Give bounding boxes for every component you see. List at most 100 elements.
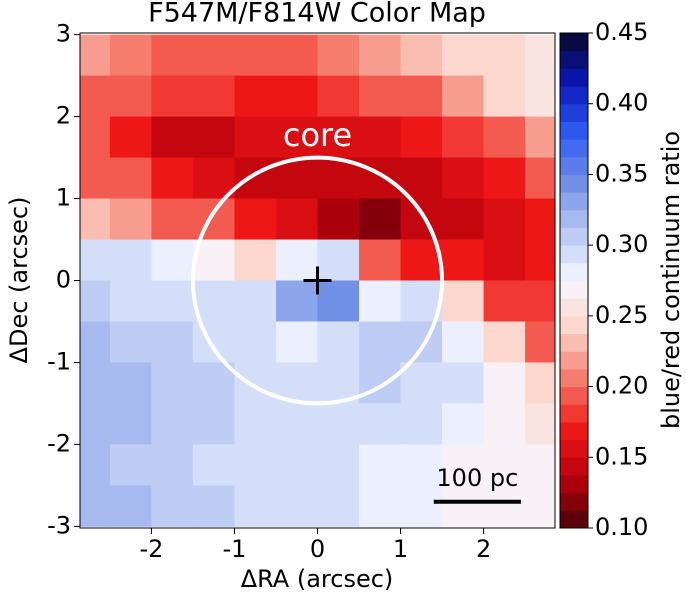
- heatmap-cell: [317, 239, 360, 281]
- heatmap-cell: [400, 198, 443, 241]
- heatmap-cell: [525, 34, 555, 77]
- y-axis-label: ΔDec (arcsec): [5, 197, 33, 364]
- colorbar-band: [560, 86, 588, 105]
- heatmap-cell: [275, 280, 318, 322]
- colorbar-band: [560, 368, 588, 388]
- colorbar-label: blue/red continuum ratio: [657, 131, 685, 429]
- heatmap-cell: [483, 75, 526, 118]
- heatmap-cell: [275, 403, 318, 445]
- heatmap-cell: [275, 75, 318, 118]
- heatmap-cell: [80, 280, 111, 322]
- x-tick-label: -2: [139, 535, 163, 563]
- x-tick-label: 1: [393, 535, 408, 563]
- colorbar-band: [560, 50, 588, 69]
- colorbar-band: [560, 227, 588, 246]
- heatmap-cell: [80, 239, 111, 281]
- heatmap-cell: [359, 239, 402, 281]
- heatmap-cell: [525, 485, 555, 527]
- y-tick-label: -3: [47, 511, 71, 539]
- heatmap-cell: [525, 444, 555, 486]
- heatmap-cell: [109, 34, 152, 77]
- heatmap-cell: [109, 75, 152, 118]
- heatmap-cell: [359, 362, 402, 404]
- chart-title: F547M/F814W Color Map: [148, 0, 486, 29]
- heatmap: [80, 34, 555, 527]
- heatmap-cell: [275, 444, 318, 486]
- heatmap-cell: [109, 485, 152, 527]
- colorbar-band: [560, 209, 588, 228]
- colorbar-tick-label: 0.10: [595, 513, 648, 541]
- heatmap-cell: [151, 34, 194, 77]
- heatmap-cell: [80, 485, 111, 527]
- colorbar-band: [560, 457, 588, 476]
- colorbar-band: [560, 280, 588, 299]
- heatmap-cell: [400, 116, 443, 159]
- heatmap-cell: [525, 403, 555, 445]
- heatmap-cell: [192, 34, 235, 77]
- core-circle: [190, 155, 445, 406]
- heatmap-cell: [151, 157, 194, 200]
- colorbar-tick-label: 0.35: [595, 159, 648, 187]
- heatmap-cell: [442, 239, 485, 281]
- heatmap-cell: [234, 485, 277, 527]
- heatmap-cell: [109, 198, 152, 241]
- heatmap-cell: [359, 34, 402, 77]
- heatmap-cell: [525, 321, 555, 363]
- heatmap-cell: [151, 485, 194, 527]
- heatmap-cell: [400, 34, 443, 77]
- heatmap-cell: [234, 362, 277, 404]
- heatmap-cell: [192, 485, 235, 527]
- heatmap-cell: [359, 116, 402, 159]
- heatmap-cell: [359, 485, 402, 527]
- x-tick-label: -1: [222, 535, 246, 563]
- heatmap-cell: [317, 34, 360, 77]
- heatmap-cell: [317, 280, 360, 322]
- colorbar-tick-label: 0.25: [595, 301, 648, 329]
- heatmap-cell: [151, 362, 194, 404]
- x-axis-label: ΔRA (arcsec): [241, 565, 394, 593]
- heatmap-cell: [483, 198, 526, 241]
- colorbar-band: [560, 156, 588, 175]
- heatmap-cell: [192, 75, 235, 118]
- heatmap-cell: [80, 116, 111, 159]
- heatmap-cell: [151, 75, 194, 118]
- heatmap-cell: [483, 321, 526, 363]
- colorbar-band: [560, 174, 588, 193]
- colorbar-band: [560, 439, 588, 458]
- heatmap-cell: [109, 116, 152, 159]
- heatmap-cell: [234, 34, 277, 77]
- heatmap-cell: [192, 362, 235, 404]
- heatmap-cell: [442, 198, 485, 241]
- heatmap-cell: [151, 444, 194, 486]
- heatmap-cell: [359, 280, 402, 322]
- heatmap-cell: [442, 34, 485, 77]
- heatmap-cell: [442, 157, 485, 200]
- colorbar-band: [560, 68, 588, 87]
- colorbar-tick-label: 0.40: [595, 89, 648, 117]
- heatmap-cell: [109, 157, 152, 200]
- colorbar-tick-label: 0.15: [595, 442, 648, 470]
- heatmap-cell: [525, 198, 555, 241]
- heatmap-cell: [525, 116, 555, 159]
- heatmap-cell: [400, 75, 443, 118]
- heatmap-cell: [442, 444, 485, 486]
- heatmap-cell: [109, 362, 152, 404]
- heatmap-cell: [275, 321, 318, 363]
- heatmap-cell: [80, 157, 111, 200]
- heatmap-cell: [151, 321, 194, 363]
- heatmap-cell: [80, 34, 111, 77]
- colorbar-tick-label: 0.30: [595, 230, 648, 258]
- heatmap-cell: [400, 362, 443, 404]
- colorbar-band: [560, 33, 588, 52]
- heatmap-cell: [400, 444, 443, 486]
- y-tick-label: 3: [56, 20, 71, 48]
- heatmap-cell: [234, 403, 277, 445]
- heatmap-cell: [359, 75, 402, 118]
- heatmap-cell: [151, 198, 194, 241]
- heatmap-cell: [442, 403, 485, 445]
- heatmap-cell: [442, 321, 485, 363]
- heatmap-cell: [483, 403, 526, 445]
- heatmap-cell: [483, 485, 526, 527]
- heatmap-cell: [483, 34, 526, 77]
- colorbar-band: [560, 192, 588, 211]
